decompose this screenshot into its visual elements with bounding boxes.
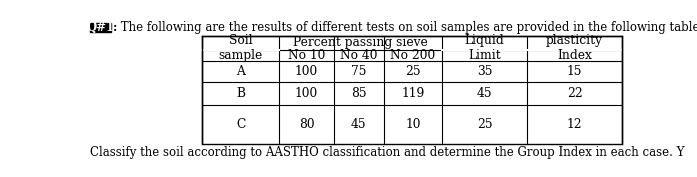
Text: Q#1: Q#1 <box>86 21 115 34</box>
Text: 100: 100 <box>295 65 318 78</box>
Text: :: : <box>113 21 117 34</box>
Text: No 10: No 10 <box>288 49 325 62</box>
Text: A: A <box>236 65 245 78</box>
Text: 15: 15 <box>567 65 583 78</box>
Text: C: C <box>236 118 245 131</box>
Text: The following are the results of different tests on soil samples are provided in: The following are the results of differe… <box>117 21 697 34</box>
Text: No 40: No 40 <box>340 49 378 62</box>
Text: 25: 25 <box>477 118 493 131</box>
Bar <box>90 23 111 32</box>
Text: 25: 25 <box>405 65 421 78</box>
Text: 100: 100 <box>295 87 318 100</box>
Text: 119: 119 <box>401 87 424 100</box>
Text: 10: 10 <box>405 118 421 131</box>
Text: 35: 35 <box>477 65 493 78</box>
Text: 45: 45 <box>351 118 367 131</box>
Bar <box>202 36 622 144</box>
Text: No 200: No 200 <box>390 49 436 62</box>
Text: 80: 80 <box>298 118 314 131</box>
Text: B: B <box>236 87 245 100</box>
Text: 45: 45 <box>477 87 493 100</box>
Text: Classify the soil according to AASTHO classification and determine the Group Ind: Classify the soil according to AASTHO cl… <box>90 146 684 159</box>
Text: 22: 22 <box>567 87 583 100</box>
Text: 12: 12 <box>567 118 583 131</box>
Text: Soil
sample: Soil sample <box>218 34 263 62</box>
Text: plasticity
Index: plasticity Index <box>546 34 603 62</box>
Text: Liquid
Limit: Liquid Limit <box>465 34 505 62</box>
Text: Percent passing sieve: Percent passing sieve <box>293 36 428 49</box>
Text: 85: 85 <box>351 87 367 100</box>
Text: 75: 75 <box>351 65 367 78</box>
